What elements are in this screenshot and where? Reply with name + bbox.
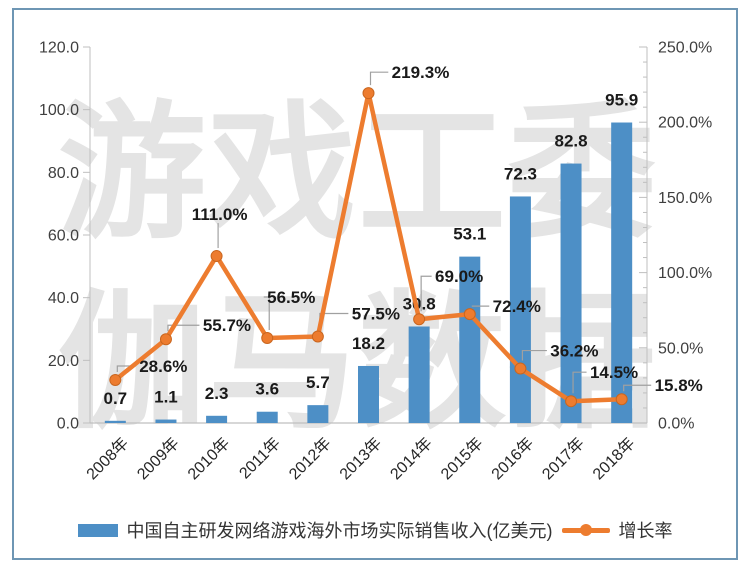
x-axis-label: 2010年 (184, 434, 233, 483)
growth-value-label: 36.2% (550, 342, 598, 361)
bar-value-label: 0.7 (103, 389, 127, 408)
bar-2014年 (408, 326, 430, 423)
line-point-2008年 (109, 373, 122, 386)
growth-value-label: 56.5% (267, 288, 315, 307)
left-axis-tick-label: 80.0 (48, 165, 79, 182)
growth-value-label: 28.6% (139, 357, 187, 376)
bar-2008年 (104, 420, 126, 423)
bar-2012年 (307, 405, 329, 423)
left-axis-tick-label: 120.0 (39, 40, 79, 57)
label-leader-line (572, 371, 587, 394)
line-point-2015年 (463, 308, 476, 321)
line-point-2011年 (261, 332, 274, 345)
line-point-2016年 (514, 362, 527, 375)
line-point-2012年 (311, 330, 324, 343)
legend-series2-label: 增长率 (618, 521, 673, 541)
right-axis-tick-label: 100.0% (658, 265, 712, 282)
left-axis-tick-label: 100.0 (39, 102, 79, 119)
growth-line (113, 90, 624, 404)
growth-value-label: 55.7% (203, 316, 251, 335)
bar-2017年 (560, 163, 582, 423)
left-axis-tick-label: 60.0 (48, 228, 79, 245)
x-axis-label: 2011年 (236, 434, 284, 482)
legend-bar-swatch-icon (77, 523, 118, 537)
line-point-2010年 (210, 250, 223, 263)
x-axis-label: 2013年 (336, 434, 385, 483)
growth-value-label: 14.5% (590, 363, 638, 382)
x-axis-label: 2016年 (488, 434, 537, 483)
label-leader-line (167, 324, 200, 332)
x-axis-label: 2014年 (387, 434, 436, 483)
x-axis-label: 2012年 (285, 434, 334, 483)
x-axis-label: 2008年 (83, 434, 132, 483)
x-axis-label: 2009年 (134, 434, 183, 483)
bar-value-label: 95.9 (605, 91, 638, 110)
growth-value-label: 69.0% (435, 267, 483, 286)
bar-value-label: 53.1 (453, 225, 486, 244)
bar-2015年 (459, 256, 481, 423)
x-axis-label: 2017年 (539, 434, 588, 483)
bar-2013年 (358, 365, 379, 423)
bar-2018年 (611, 122, 633, 423)
left-axis-tick-label: 40.0 (48, 290, 79, 307)
bar-value-label: 18.2 (352, 334, 385, 353)
label-leader-line (623, 384, 652, 392)
left-axis-tick-label: 20.0 (48, 353, 79, 370)
bar-2009年 (155, 419, 177, 423)
label-leader-line (521, 349, 547, 361)
bar-value-label: 5.7 (306, 373, 330, 392)
bar-2011年 (256, 411, 278, 423)
legend-line-swatch-icon (561, 524, 610, 536)
right-axis-tick-label: 0.0% (658, 416, 694, 433)
bar-value-label: 1.1 (154, 388, 178, 407)
right-axis-tick-label: 150.0% (658, 190, 712, 207)
bar-value-label: 3.6 (255, 380, 279, 399)
x-axis-label: 2018年 (589, 434, 638, 483)
growth-value-label: 111.0% (192, 205, 248, 224)
line-point-2009年 (159, 333, 172, 346)
label-leader-line (263, 296, 270, 331)
growth-value-label: 219.3% (392, 63, 450, 82)
growth-value-label: 15.8% (655, 376, 703, 395)
line-point-2013年 (362, 87, 375, 100)
bar-value-label: 2.3 (205, 384, 229, 403)
legend: 中国自主研发网络游戏海外市场实际销售收入(亿美元) 增长率 (12, 517, 738, 543)
line-point-2014年 (413, 313, 426, 326)
right-axis-tick-label: 250.0% (658, 40, 712, 57)
right-axis-tick-label: 200.0% (658, 115, 712, 132)
label-leader-line (369, 71, 389, 86)
growth-value-label: 57.5% (352, 305, 400, 324)
x-axis-label: 2015年 (437, 434, 486, 483)
bar-2010年 (206, 415, 228, 423)
left-axis-tick-label: 0.0 (57, 416, 79, 433)
legend-series1-label: 中国自主研发网络游戏海外市场实际销售收入(亿美元) (126, 521, 553, 541)
growth-value-label: 72.4% (493, 297, 541, 316)
line-point-2017年 (565, 395, 578, 408)
right-axis-tick-label: 50.0% (658, 340, 703, 357)
label-leader-line (420, 275, 432, 312)
bar-value-label: 30.8 (403, 294, 436, 313)
line-point-2018年 (615, 393, 628, 406)
bar-value-label: 82.8 (554, 132, 587, 151)
legend-line-dot-icon (579, 524, 592, 536)
bar-value-label: 72.3 (504, 164, 537, 183)
